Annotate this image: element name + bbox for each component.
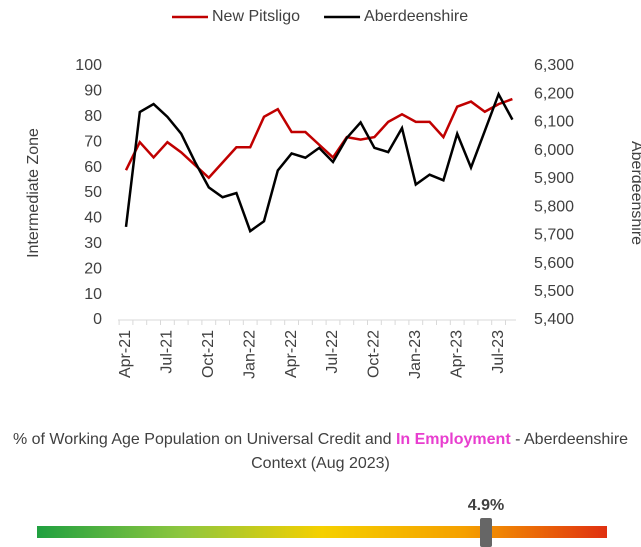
y2-tick-label: 5,900 — [534, 170, 574, 187]
y-tick-label: 40 — [84, 210, 102, 227]
y2-axis-label: Aberdeenshire — [628, 141, 641, 245]
y2-tick-label: 6,200 — [534, 85, 574, 102]
y2-tick-label: 6,300 — [534, 57, 574, 74]
y2-tick-label: 6,000 — [534, 142, 574, 159]
x-tick-label: Jan-22 — [241, 330, 258, 379]
y2-tick-label: 5,600 — [534, 255, 574, 272]
y-tick-label: 30 — [84, 235, 102, 252]
y-tick-label: 90 — [84, 83, 102, 100]
legend-label: Aberdeenshire — [364, 8, 468, 25]
x-tick-label: Jul-23 — [490, 330, 507, 374]
marker — [480, 518, 492, 547]
y-tick-label: 100 — [75, 57, 102, 74]
y-tick-label: 10 — [84, 286, 102, 303]
y-tick-label: 60 — [84, 159, 102, 176]
context-title-end: - Aberdeenshire Context (Aug 2023) — [251, 431, 629, 472]
context-title-highlight: In Employment — [395, 431, 511, 448]
y-tick-label: 0 — [93, 311, 102, 328]
legend-label: New Pitsligo — [212, 8, 300, 25]
y2-tick-label: 5,800 — [534, 198, 574, 215]
y-axis-label: Intermediate Zone — [25, 128, 42, 258]
chart: Intermediate Zone Aberdeenshire 0 10 20 30 4… — [25, 8, 641, 379]
y2-tick-label: 5,500 — [534, 283, 574, 300]
y-tick-label: 80 — [84, 108, 102, 125]
y-tick-label: 70 — [84, 133, 102, 150]
y-tick-label: 20 — [84, 260, 102, 277]
x-tick-label: Apr-22 — [283, 330, 300, 378]
y2-tick-label: 5,400 — [534, 311, 574, 328]
marker-label: 4.9% — [467, 497, 505, 514]
gradient-bar — [37, 526, 607, 538]
x-tick-label: Oct-21 — [200, 330, 217, 378]
x-tick-label: Apr-23 — [448, 330, 465, 378]
x-tick-label: Apr-21 — [117, 330, 134, 378]
line-series — [124, 91, 514, 234]
x-tick-label: Jan-23 — [407, 330, 424, 379]
context-title-start: % of Working Age Population on Universal… — [12, 431, 396, 448]
y2-tick-label: 5,700 — [534, 227, 574, 244]
y2-tick-label: 6,100 — [534, 114, 574, 131]
x-tick-label: Jul-21 — [159, 330, 176, 374]
line-series — [124, 97, 513, 180]
x-tick-label: Jul-22 — [324, 330, 341, 374]
context-title: % of Working Age Population on Universal… — [0, 428, 641, 476]
y-tick-label: 50 — [84, 184, 102, 201]
x-tick-label: Oct-22 — [366, 330, 383, 378]
